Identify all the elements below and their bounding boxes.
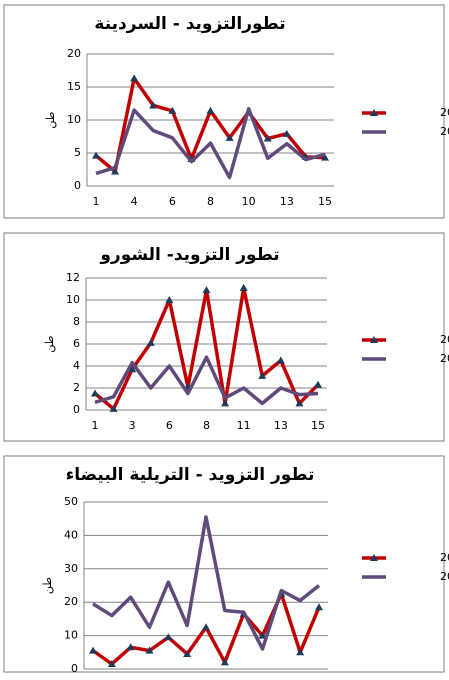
data-marker (89, 646, 97, 654)
y-tick-label: 0 (71, 662, 78, 675)
data-marker (225, 133, 234, 141)
y-tick-label: 15 (67, 80, 81, 93)
x-tick-label: 13 (274, 419, 288, 432)
x-tick-label: 1 (92, 419, 99, 432)
y-tick-label: 40 (64, 528, 78, 541)
y-tick-label: 0 (73, 403, 80, 416)
x-tick-label: 4 (131, 195, 138, 208)
chart-title: تطورالتزويد - السردينة (94, 14, 285, 34)
legend-label: الكمية 2016 (440, 106, 449, 119)
data-marker (130, 74, 139, 82)
legend-label: الكمية 2016 (440, 333, 449, 346)
legend-label: الكمية 2016 (440, 551, 449, 564)
x-tick-label: 11 (237, 419, 251, 432)
data-marker (128, 365, 137, 373)
data-marker (276, 356, 285, 364)
data-marker (239, 283, 248, 291)
y-tick-label: 6 (73, 337, 80, 350)
y-tick-label: 20 (64, 595, 78, 608)
y-tick-label: 10 (67, 113, 81, 126)
x-tick-label: 3 (129, 419, 136, 432)
y-tick-label: 8 (73, 315, 80, 328)
data-marker (202, 286, 211, 294)
data-marker (107, 659, 116, 667)
data-marker (91, 389, 99, 397)
data-marker (149, 101, 158, 109)
data-marker (282, 129, 291, 137)
y-tick-label: 5 (74, 146, 81, 159)
data-marker (220, 658, 229, 666)
y-tick-label: 2 (73, 381, 80, 394)
chart-title: تطور التزويد - التريلية البيضاء (66, 465, 315, 485)
y-tick-label: 50 (64, 495, 78, 508)
data-marker (109, 404, 118, 412)
legend-marker (370, 554, 378, 561)
legend-label: الكمية 2015 (440, 352, 449, 365)
data-marker (221, 399, 230, 407)
data-marker (258, 371, 267, 379)
x-tick-label: 1 (93, 195, 100, 208)
data-marker (168, 106, 177, 114)
data-marker (146, 338, 155, 346)
legend-marker (370, 109, 378, 116)
y-tick-label: 0 (74, 179, 81, 192)
y-axis-label: طن (41, 577, 54, 594)
data-marker (164, 633, 173, 641)
y-axis-label: طن (44, 111, 57, 128)
y-tick-label: 10 (66, 293, 80, 306)
data-marker (314, 380, 322, 388)
x-tick-label: 6 (169, 195, 176, 208)
x-tick-label: 6 (166, 419, 173, 432)
x-tick-label: 13 (280, 195, 294, 208)
data-line (92, 515, 321, 651)
chart-title: تطور التزويد- الشورو (99, 245, 279, 265)
data-marker (145, 646, 154, 654)
data-marker (295, 399, 304, 407)
legend-marker (370, 336, 378, 343)
x-tick-label: 8 (203, 419, 210, 432)
y-tick-label: 10 (64, 629, 78, 642)
data-marker (183, 649, 192, 657)
y-tick-label: 20 (67, 47, 81, 60)
data-marker (296, 648, 305, 656)
x-tick-label: 15 (311, 419, 325, 432)
data-marker (126, 643, 135, 651)
y-tick-label: 30 (64, 562, 78, 575)
y-tick-label: 4 (73, 359, 80, 372)
data-marker (92, 151, 100, 159)
data-marker (202, 623, 210, 631)
x-tick-label: 10 (242, 195, 256, 208)
data-line (95, 107, 326, 180)
legend-label: الكمية 2015 (440, 125, 449, 138)
data-marker (111, 167, 120, 175)
data-marker (315, 603, 323, 611)
data-marker (165, 296, 174, 303)
data-marker (206, 106, 215, 114)
y-tick-label: 12 (66, 271, 80, 284)
data-line (94, 355, 319, 406)
x-tick-label: 15 (318, 195, 332, 208)
data-marker (263, 134, 272, 142)
data-marker (258, 631, 267, 639)
y-axis-label: طن (43, 335, 56, 352)
legend-label: الكمية 2015 (440, 570, 449, 583)
x-tick-label: 8 (207, 195, 214, 208)
data-marker (321, 153, 329, 161)
